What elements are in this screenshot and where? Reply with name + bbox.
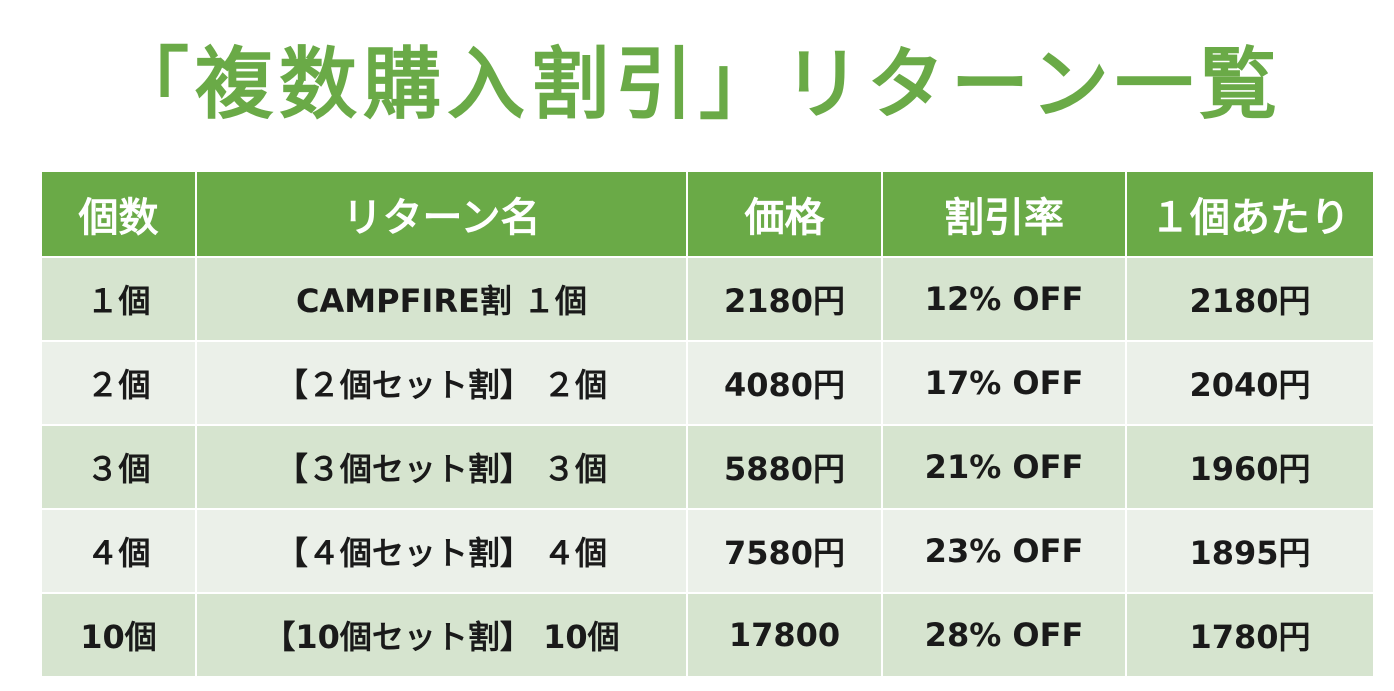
cell-discount-rate: 12% OFF: [881, 256, 1127, 342]
table-row: ４個 【４個セット割】 ４個 7580円 23% OFF 1895円: [40, 508, 1375, 594]
cell-unit-price: 2180円: [1125, 256, 1375, 342]
cell-discount-rate: 23% OFF: [881, 508, 1127, 594]
cell-quantity: ３個: [40, 424, 197, 510]
table-row: ３個 【３個セット割】 ３個 5880円 21% OFF 1960円: [40, 424, 1375, 510]
header-discount-rate: 割引率: [881, 170, 1127, 258]
cell-return-name: 【３個セット割】 ３個: [195, 424, 688, 510]
returns-table: 個数 リターン名 価格 割引率 １個あたり １個 CAMPFIRE割 １個 21…: [40, 170, 1375, 678]
cell-price: 5880円: [686, 424, 883, 510]
cell-return-name: 【４個セット割】 ４個: [195, 508, 688, 594]
cell-quantity: ２個: [40, 340, 197, 426]
cell-discount-rate: 28% OFF: [881, 592, 1127, 678]
cell-discount-rate: 21% OFF: [881, 424, 1127, 510]
cell-unit-price: 1780円: [1125, 592, 1375, 678]
table-row: １個 CAMPFIRE割 １個 2180円 12% OFF 2180円: [40, 256, 1375, 342]
cell-unit-price: 1895円: [1125, 508, 1375, 594]
cell-discount-rate: 17% OFF: [881, 340, 1127, 426]
cell-unit-price: 2040円: [1125, 340, 1375, 426]
header-unit-price: １個あたり: [1125, 170, 1375, 258]
table-header-row: 個数 リターン名 価格 割引率 １個あたり: [40, 170, 1375, 258]
cell-quantity: ４個: [40, 508, 197, 594]
cell-unit-price: 1960円: [1125, 424, 1375, 510]
table-row: ２個 【２個セット割】 ２個 4080円 17% OFF 2040円: [40, 340, 1375, 426]
cell-return-name: 【10個セット割】 10個: [195, 592, 688, 678]
cell-quantity: 10個: [40, 592, 197, 678]
cell-return-name: 【２個セット割】 ２個: [195, 340, 688, 426]
cell-price: 7580円: [686, 508, 883, 594]
page-title: 「複数購入割引」リターン一覧: [110, 40, 1284, 130]
cell-return-name: CAMPFIRE割 １個: [195, 256, 688, 342]
header-return-name: リターン名: [195, 170, 688, 258]
cell-price: 2180円: [686, 256, 883, 342]
cell-quantity: １個: [40, 256, 197, 342]
header-quantity: 個数: [40, 170, 197, 258]
cell-price: 17800: [686, 592, 883, 678]
header-price: 価格: [686, 170, 883, 258]
table-row: 10個 【10個セット割】 10個 17800 28% OFF 1780円: [40, 592, 1375, 678]
cell-price: 4080円: [686, 340, 883, 426]
